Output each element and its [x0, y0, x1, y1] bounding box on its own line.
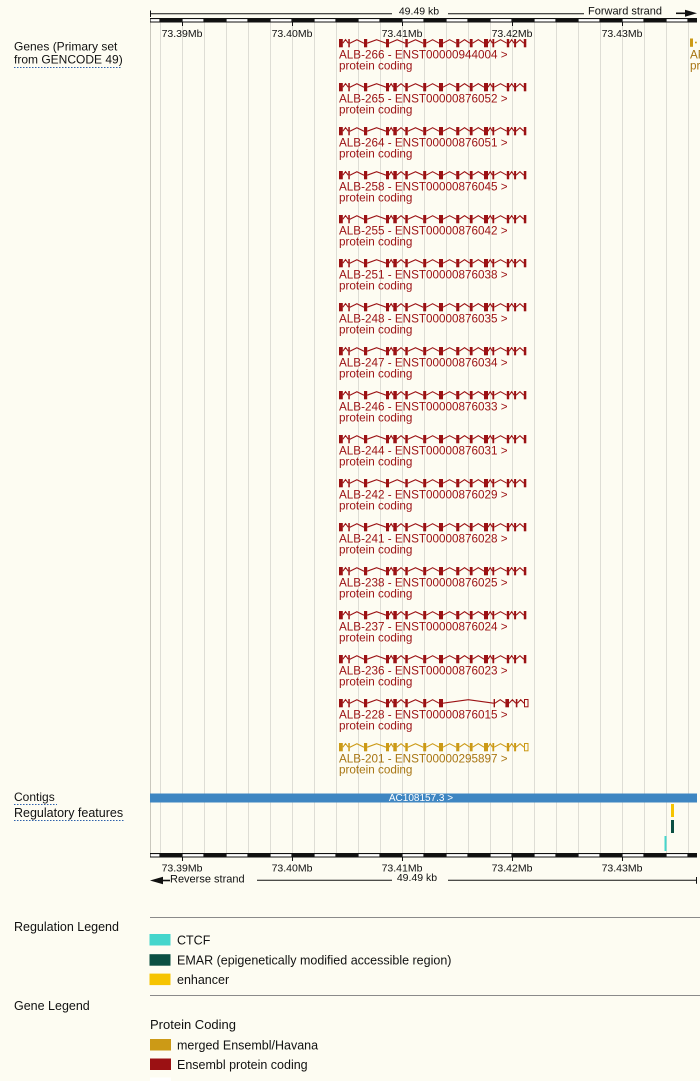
svg-text:ALB-255 - ENST00000876042 >: ALB-255 - ENST00000876042 > [339, 225, 508, 238]
svg-text:49.49 kb: 49.49 kb [397, 872, 437, 884]
svg-text:protein coding: protein coding [339, 236, 412, 249]
svg-text:73.40Mb: 73.40Mb [272, 28, 313, 40]
svg-text:Regulatory features: Regulatory features [14, 806, 123, 820]
svg-text:ALB-244 - ENST00000876031 >: ALB-244 - ENST00000876031 > [339, 445, 508, 458]
svg-text:protein coding: protein coding [339, 192, 412, 205]
svg-text:73.42Mb: 73.42Mb [492, 863, 533, 875]
svg-text:ALB-236 - ENST00000876023 >: ALB-236 - ENST00000876023 > [339, 665, 508, 678]
svg-text:73.39Mb: 73.39Mb [162, 28, 203, 40]
svg-text:ALB-246 - ENST00000876033 >: ALB-246 - ENST00000876033 > [339, 401, 508, 414]
svg-text:protein coding: protein coding [339, 368, 412, 381]
svg-text:protein coding: protein coding [339, 280, 412, 293]
svg-text:Forward strand: Forward strand [588, 5, 662, 17]
svg-text:ALB-258 - ENST00000876045 >: ALB-258 - ENST00000876045 > [339, 181, 508, 194]
svg-text:protein coding: protein coding [339, 588, 412, 601]
svg-text:ALB-237 - ENST00000876024 >: ALB-237 - ENST00000876024 > [339, 621, 508, 634]
svg-text:protein coding: protein coding [339, 544, 412, 557]
svg-text:Regulation Legend: Regulation Legend [14, 920, 119, 934]
svg-text:73.39Mb: 73.39Mb [162, 863, 203, 875]
svg-text:ALB-241 - ENST00000876028 >: ALB-241 - ENST00000876028 > [339, 533, 508, 546]
svg-text:from GENCODE 49): from GENCODE 49) [14, 53, 123, 67]
svg-text:protein coding: protein coding [339, 104, 412, 117]
svg-text:protein codi: protein codi [690, 60, 700, 73]
svg-text:merged Ensembl/Havana: merged Ensembl/Havana [177, 1039, 318, 1053]
svg-text:Contigs: Contigs [14, 790, 55, 804]
svg-text:Gene Legend: Gene Legend [14, 999, 90, 1013]
svg-text:73.41Mb: 73.41Mb [382, 863, 423, 875]
svg-text:protein coding: protein coding [339, 324, 412, 337]
svg-text:73.43Mb: 73.43Mb [602, 28, 643, 40]
svg-text:protein coding: protein coding [339, 676, 412, 689]
svg-text:ALB-248 - ENST00000876035 >: ALB-248 - ENST00000876035 > [339, 313, 508, 326]
svg-text:protein coding: protein coding [339, 764, 412, 777]
svg-text:enhancer: enhancer [177, 973, 229, 987]
svg-text:73.41Mb: 73.41Mb [382, 28, 423, 40]
svg-text:ALB-266 - ENST00000944004 >: ALB-266 - ENST00000944004 > [339, 49, 508, 62]
svg-text:ALB-264 - ENST00000876051 >: ALB-264 - ENST00000876051 > [339, 137, 508, 150]
svg-text:Ensembl protein coding: Ensembl protein coding [177, 1058, 308, 1072]
svg-text:AP002776 - E: AP002776 - E [690, 49, 700, 62]
svg-text:protein coding: protein coding [339, 456, 412, 469]
svg-text:ALB-238 - ENST00000876025 >: ALB-238 - ENST00000876025 > [339, 577, 508, 590]
svg-text:protein coding: protein coding [339, 500, 412, 513]
svg-text:Reverse strand: Reverse strand [170, 873, 245, 885]
svg-text:ALB-242 - ENST00000876029 >: ALB-242 - ENST00000876029 > [339, 489, 508, 502]
svg-text:Genes (Primary set: Genes (Primary set [14, 40, 118, 54]
svg-text:Protein Coding: Protein Coding [150, 1017, 236, 1032]
svg-text:protein coding: protein coding [339, 148, 412, 161]
svg-text:protein coding: protein coding [339, 720, 412, 733]
svg-text:AC108157.3 >: AC108157.3 > [389, 793, 453, 804]
svg-text:73.40Mb: 73.40Mb [272, 863, 313, 875]
svg-text:73.43Mb: 73.43Mb [602, 863, 643, 875]
svg-text:ALB-228 - ENST00000876015 >: ALB-228 - ENST00000876015 > [339, 709, 508, 722]
svg-text:CTCF: CTCF [177, 934, 211, 948]
svg-text:ALB-201 - ENST00000295897 >: ALB-201 - ENST00000295897 > [339, 753, 508, 766]
svg-text:protein coding: protein coding [339, 60, 412, 73]
svg-text:ALB-251 - ENST00000876038 >: ALB-251 - ENST00000876038 > [339, 269, 508, 282]
svg-text:73.42Mb: 73.42Mb [492, 28, 533, 40]
svg-text:ALB-247 - ENST00000876034 >: ALB-247 - ENST00000876034 > [339, 357, 508, 370]
svg-text:EMAR (epigenetically modified: EMAR (epigenetically modified accessible… [177, 954, 451, 968]
svg-text:protein coding: protein coding [339, 632, 412, 645]
svg-text:ALB-265 - ENST00000876052 >: ALB-265 - ENST00000876052 > [339, 93, 508, 106]
svg-text:protein coding: protein coding [339, 412, 412, 425]
svg-text:49.49 kb: 49.49 kb [399, 6, 439, 18]
